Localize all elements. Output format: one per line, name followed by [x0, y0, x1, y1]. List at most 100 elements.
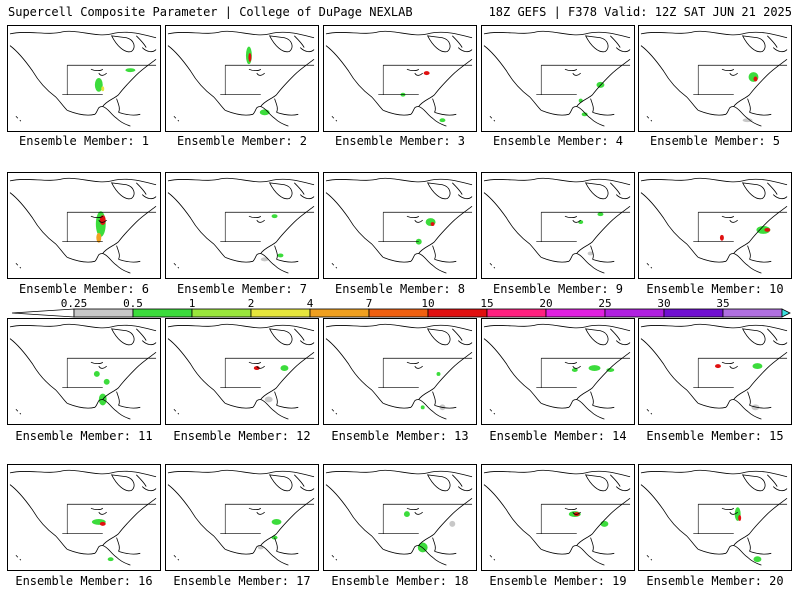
ensemble-member-panel: [7, 464, 161, 571]
scp-contour-area: [436, 371, 441, 376]
ensemble-member-panel: [323, 25, 477, 132]
colorbar-segment: [427, 308, 488, 318]
scp-contour-area: [571, 368, 578, 372]
member-map: [167, 30, 315, 127]
colorbar: [11, 308, 791, 318]
member-map: [167, 469, 315, 566]
scp-contour-area: [125, 68, 136, 73]
colorbar-segment: [250, 308, 311, 318]
scp-contour-area: [99, 521, 106, 526]
scp-contour-area: [271, 214, 278, 219]
basemap-outlines: [640, 30, 788, 127]
member-caption: Ensemble Member: 11: [15, 429, 153, 443]
scp-contour-area: [752, 363, 763, 370]
colorbar-tick-label: 4: [306, 297, 314, 310]
scp-contour-area: [753, 76, 758, 82]
scp-contour-area: [588, 365, 601, 372]
scp-contour-area: [606, 368, 615, 372]
scp-contour-area: [264, 396, 273, 403]
basemap-outlines: [483, 323, 631, 420]
member-caption: Ensemble Member: 14: [489, 429, 627, 443]
colorbar-tick-label: 25: [598, 297, 612, 310]
scp-contour-area: [600, 520, 609, 527]
basemap-outlines: [167, 177, 315, 274]
ensemble-member-panel: [7, 25, 161, 132]
scp-contour-area: [94, 78, 103, 92]
basemap-outlines: [325, 177, 473, 274]
scp-contour-area: [107, 557, 114, 562]
scp-contour-area: [253, 366, 260, 371]
member-map: [167, 177, 315, 274]
scp-contour-area: [96, 232, 102, 243]
run-info: 18Z GEFS | F378 Valid: 12Z SAT JUN 21 20…: [488, 5, 792, 19]
member-caption: Ensemble Member: 6: [18, 282, 150, 296]
ensemble-member-panel: [481, 464, 635, 571]
scp-contour-area: [277, 253, 284, 258]
member-caption: Ensemble Member: 7: [176, 282, 308, 296]
member-caption: Ensemble Member: 15: [646, 429, 784, 443]
colorbar-segment: [73, 308, 134, 318]
scp-contour-area: [430, 222, 435, 226]
colorbar-segment: [781, 308, 791, 318]
member-map: [640, 323, 788, 420]
scp-contour-area: [248, 52, 252, 62]
scp-contour-area: [597, 212, 604, 217]
colorbar-tick-label: 15: [480, 297, 494, 310]
member-caption: Ensemble Member: 13: [331, 429, 469, 443]
scp-contour-area: [587, 251, 594, 256]
colorbar-segment: [663, 308, 724, 318]
member-caption: Ensemble Member: 20: [646, 574, 784, 588]
basemap-outlines: [325, 469, 473, 566]
member-caption: Ensemble Member: 5: [649, 134, 781, 148]
ensemble-member-panel: [165, 318, 319, 425]
ensemble-member-panel: [7, 172, 161, 279]
member-caption: Ensemble Member: 17: [173, 574, 311, 588]
member-map: [640, 469, 788, 566]
scp-contour-area: [756, 225, 771, 234]
colorbar-segment: [722, 308, 783, 318]
scp-contour-area: [738, 515, 742, 521]
scp-contour-area: [742, 118, 753, 123]
member-caption: Ensemble Member: 18: [331, 574, 469, 588]
scp-contour-area: [420, 405, 425, 410]
member-map: [325, 30, 473, 127]
member-caption: Ensemble Member: 16: [15, 574, 153, 588]
basemap-outlines: [167, 323, 315, 420]
member-map: [483, 30, 631, 127]
colorbar-tick-label: 0.5: [123, 297, 143, 310]
member-map: [9, 30, 157, 127]
basemap-outlines: [9, 469, 157, 566]
basemap-outlines: [9, 323, 157, 420]
basemap-outlines: [167, 30, 315, 127]
ensemble-member-panel: [323, 318, 477, 425]
scp-contour-area: [581, 112, 588, 117]
scp-contour-area: [93, 371, 100, 377]
colorbar-tick-label: 7: [365, 297, 373, 310]
colorbar-segment: [486, 308, 547, 318]
member-map: [640, 177, 788, 274]
member-caption: Ensemble Member: 2: [176, 134, 308, 148]
ensemble-member-panel: [165, 25, 319, 132]
basemap-outlines: [167, 469, 315, 566]
member-map: [325, 323, 473, 420]
member-map: [483, 323, 631, 420]
member-map: [483, 469, 631, 566]
basemap-outlines: [325, 30, 473, 127]
scp-contour-area: [449, 520, 456, 527]
scp-contour-area: [439, 118, 446, 123]
basemap-outlines: [9, 177, 157, 274]
basemap-outlines: [640, 177, 788, 274]
colorbar-tick-label: 30: [657, 297, 671, 310]
ensemble-member-panel: [165, 172, 319, 279]
colorbar-segment: [368, 308, 429, 318]
scp-contour-area: [578, 220, 584, 225]
colorbar-tick-label: 2: [247, 297, 255, 310]
member-caption: Ensemble Member: 10: [646, 282, 784, 296]
member-map: [9, 323, 157, 420]
ensemble-member-panel: [7, 318, 161, 425]
scp-contour-area: [423, 71, 430, 76]
scp-contour-area: [271, 518, 282, 525]
member-map: [483, 177, 631, 274]
colorbar-tick-label: 10: [421, 297, 435, 310]
colorbar-tick-label: 35: [716, 297, 730, 310]
